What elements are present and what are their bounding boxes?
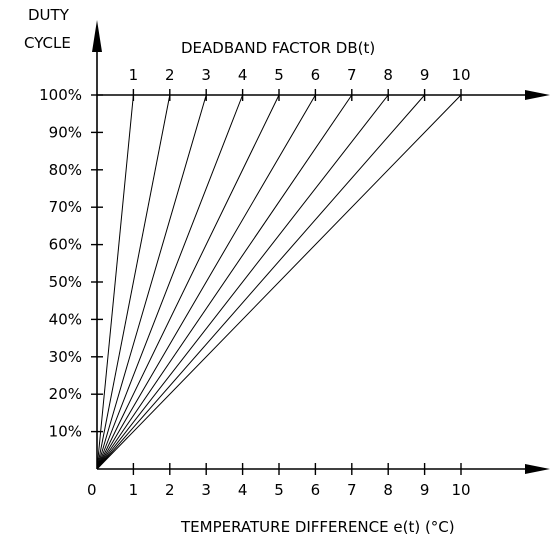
ray-series-10 xyxy=(96,94,462,470)
ray-series-4 xyxy=(96,94,244,470)
top-tick-label: 3 xyxy=(201,66,211,84)
y-tick-label: 50% xyxy=(49,273,82,291)
ray-series-6 xyxy=(96,94,316,470)
y-axis-arrow xyxy=(92,20,102,52)
top-tick-label: 6 xyxy=(311,66,321,84)
y-axis-label-line-1: DUTY xyxy=(28,6,70,24)
x-tick-label: 1 xyxy=(129,481,139,499)
y-tick-label: 40% xyxy=(49,310,82,328)
y-tick-label: 90% xyxy=(49,123,82,141)
top-tick-label: 8 xyxy=(383,66,393,84)
top-tick-label: 2 xyxy=(165,66,175,84)
x-axis-arrow xyxy=(525,464,550,474)
ray-series-2 xyxy=(96,94,171,470)
top-tick-label: 9 xyxy=(420,66,430,84)
tick-labels: 1 1 2 2 3 3 4 4 5 5 6 6 7 7 8 8 9 9 10 10 10% 20% 30% 40% 50% 60%… xyxy=(39,66,470,499)
top-tick-label: 1 xyxy=(129,66,139,84)
top-axis-arrow xyxy=(525,90,550,100)
x-tick-label: 8 xyxy=(383,481,393,499)
x-tick-label: 4 xyxy=(238,481,248,499)
x-tick-label: 5 xyxy=(274,481,284,499)
x-tick-label: 6 xyxy=(311,481,321,499)
y-tick-label: 30% xyxy=(49,348,82,366)
x-tick-label: 10 xyxy=(451,481,470,499)
x-tick-label: 3 xyxy=(201,481,211,499)
y-axis-label-line-2: CYCLE xyxy=(24,34,71,52)
y-tick-label: 80% xyxy=(49,161,82,179)
x-origin-label: 0 xyxy=(87,481,97,499)
top-tick-label: 7 xyxy=(347,66,357,84)
top-tick-label: 5 xyxy=(274,66,284,84)
ray-series-1 xyxy=(96,94,134,470)
top-tick-label: 10 xyxy=(451,66,470,84)
y-tick-label: 70% xyxy=(49,198,82,216)
ray-series-5 xyxy=(96,94,280,470)
tick-marks xyxy=(91,89,462,475)
y-tick-label: 60% xyxy=(49,236,82,254)
y-tick-label: 100% xyxy=(39,86,82,104)
x-tick-label: 2 xyxy=(165,481,175,499)
ray-series-9 xyxy=(96,94,425,470)
y-tick-label: 10% xyxy=(49,423,82,441)
top-tick-label: 4 xyxy=(238,66,248,84)
deadband-rays xyxy=(96,94,462,470)
x-tick-label: 7 xyxy=(347,481,357,499)
y-tick-label: 20% xyxy=(49,385,82,403)
x-tick-label: 9 xyxy=(420,481,430,499)
top-axis-label: DEADBAND FACTOR DB(t) xyxy=(181,39,375,57)
ray-series-8 xyxy=(96,94,389,470)
axes xyxy=(92,20,550,474)
ray-series-7 xyxy=(96,94,353,470)
x-axis-label: TEMPERATURE DIFFERENCE e(t) (°C) xyxy=(180,518,455,536)
ray-series-3 xyxy=(96,94,207,470)
